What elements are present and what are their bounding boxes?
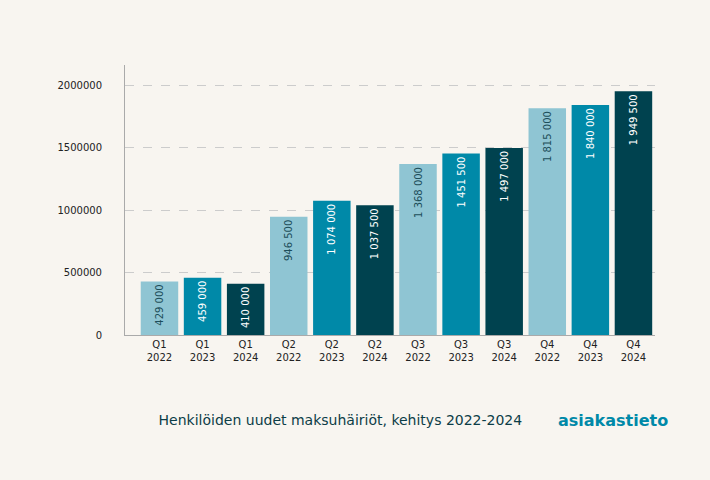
svg-text:0: 0 xyxy=(96,330,102,341)
svg-text:2000000: 2000000 xyxy=(57,80,102,91)
svg-text:1500000: 1500000 xyxy=(57,142,102,153)
svg-text:Q32022: Q32022 xyxy=(405,339,430,363)
svg-text:1 840 000: 1 840 000 xyxy=(585,108,596,159)
svg-text:1000000: 1000000 xyxy=(57,205,102,216)
svg-text:Q42023: Q42023 xyxy=(578,339,603,363)
svg-text:1 037 500: 1 037 500 xyxy=(369,208,380,259)
svg-text:1 368 000: 1 368 000 xyxy=(413,167,424,218)
svg-text:Q32023: Q32023 xyxy=(448,339,473,363)
svg-text:Henkilöiden uudet maksuhäiriöt: Henkilöiden uudet maksuhäiriöt, kehitys … xyxy=(159,412,523,428)
svg-text:Q12024: Q12024 xyxy=(233,339,258,363)
svg-text:410 000: 410 000 xyxy=(240,287,251,328)
svg-text:Q22024: Q22024 xyxy=(362,339,387,363)
svg-text:1 949 500: 1 949 500 xyxy=(628,94,639,145)
svg-text:1 451 500: 1 451 500 xyxy=(456,157,467,208)
svg-text:Q12022: Q12022 xyxy=(147,339,172,363)
svg-text:Q42022: Q42022 xyxy=(535,339,560,363)
svg-text:500000: 500000 xyxy=(64,267,102,278)
svg-text:Q12023: Q12023 xyxy=(190,339,215,363)
svg-text:946 500: 946 500 xyxy=(283,220,294,261)
svg-text:1 815 000: 1 815 000 xyxy=(542,111,553,162)
svg-text:Q22023: Q22023 xyxy=(319,339,344,363)
svg-text:429 000: 429 000 xyxy=(154,284,165,325)
svg-text:1 074 000: 1 074 000 xyxy=(326,204,337,255)
svg-text:Q32024: Q32024 xyxy=(491,339,516,363)
svg-text:459 000: 459 000 xyxy=(197,281,208,322)
svg-text:asiakastieto: asiakastieto xyxy=(558,411,668,430)
svg-text:Q22022: Q22022 xyxy=(276,339,301,363)
svg-text:Q42024: Q42024 xyxy=(621,339,646,363)
svg-text:1 497 000: 1 497 000 xyxy=(499,151,510,202)
